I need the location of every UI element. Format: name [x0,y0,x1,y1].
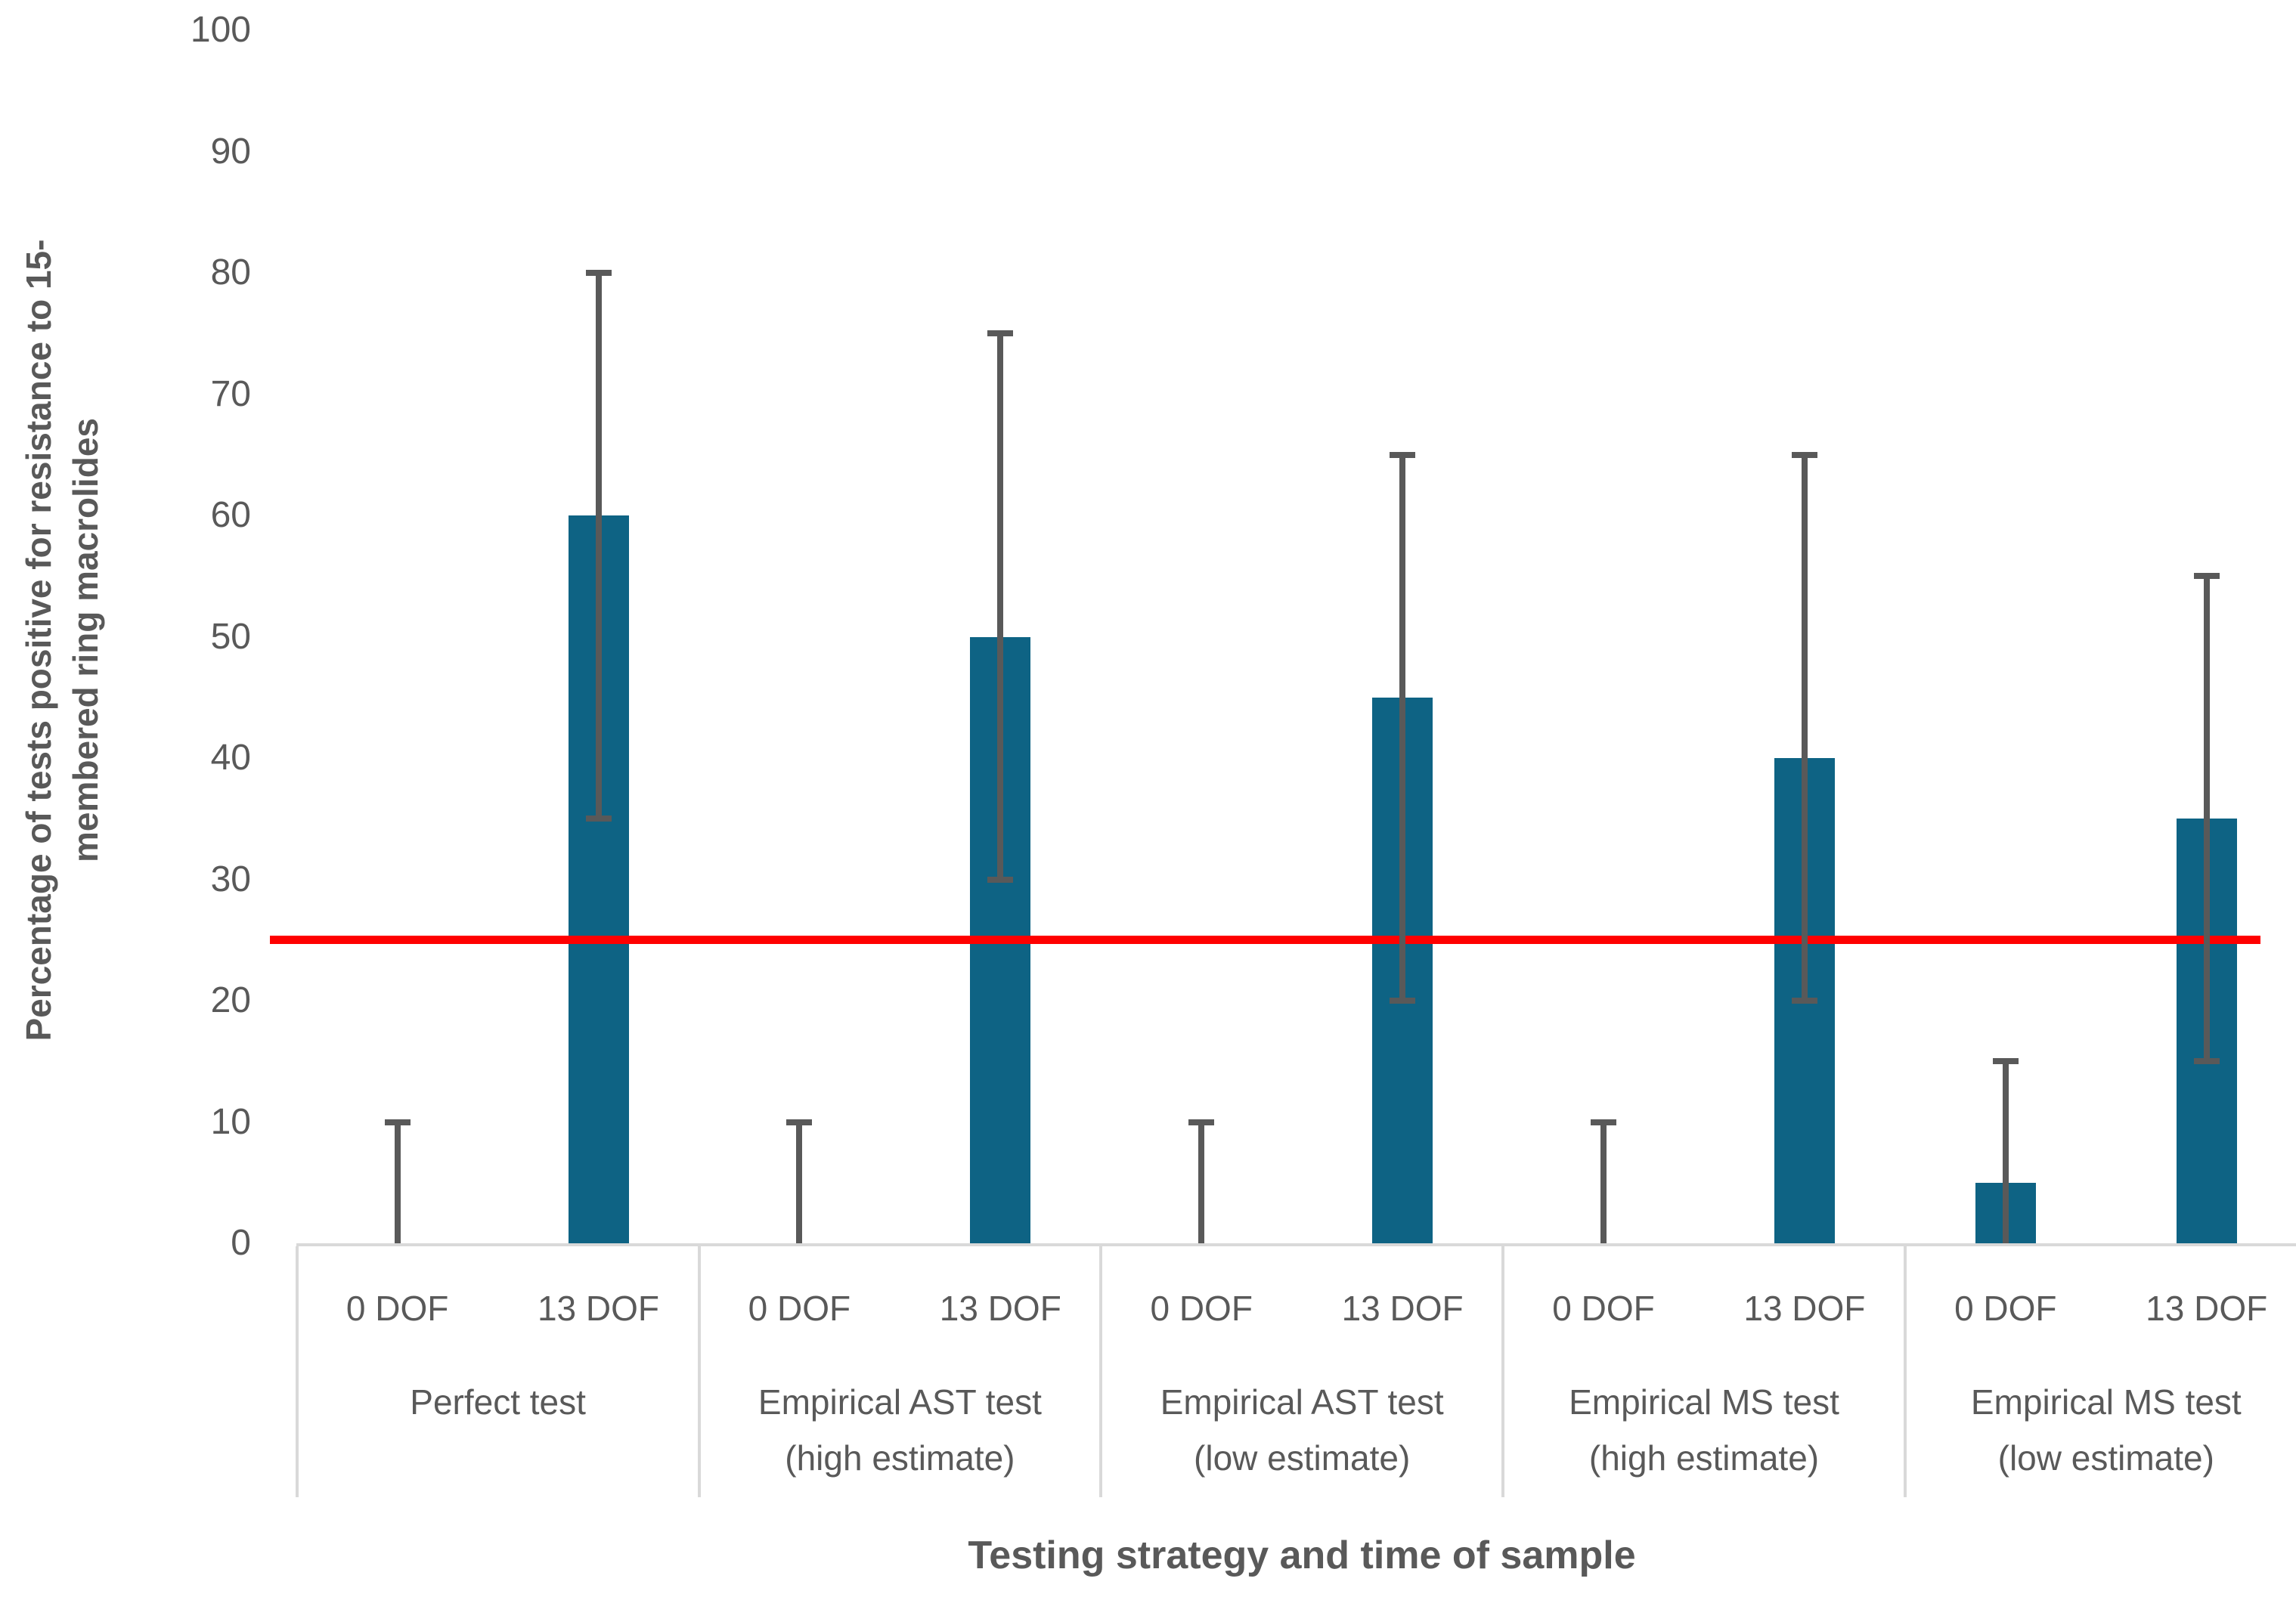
group-label-line2: (low estimate) [1194,1438,1411,1478]
x-tick-label-0-dof: 0 DOF [345,1289,449,1328]
group-label-line2: (high estimate) [1588,1438,1820,1478]
error-bar-line [1600,1122,1607,1243]
error-bar-bottom-cap [987,876,1014,883]
group-label-line1: Empirical AST test [1160,1382,1444,1422]
error-bar-top-cap [786,1119,813,1125]
group-divider [295,1246,299,1497]
y-tick-label-40: 40 [210,738,251,778]
y-tick-label-70: 70 [210,373,251,414]
error-bar-line [997,333,1004,880]
error-bar-top-cap [1791,451,1817,458]
group-divider [1501,1246,1505,1497]
error-bar-bottom-cap [2193,1058,2220,1065]
error-bar-top-cap [384,1119,411,1125]
x-tick-label-13-dof: 13 DOF [537,1289,660,1328]
y-tick-label-10: 10 [210,1101,251,1142]
error-bar-line [2203,576,2210,1062]
group-label-3: Empirical AST test (low estimate) [1101,1374,1503,1486]
error-bar-bottom-cap [1791,998,1817,1004]
group-label-5: Empirical MS test (low estimate) [1905,1374,2296,1486]
error-bar-top-cap [2193,573,2220,580]
y-tick-label-100: 100 [190,10,251,50]
error-bar-top-cap [1992,1058,2019,1065]
group-label-line1: Perfect test [410,1382,586,1422]
error-bar-line [595,273,602,819]
error-bar-line [394,1122,401,1243]
group-label-2: Empirical AST test (high estimate) [699,1374,1101,1486]
x-tick-label-13-dof: 13 DOF [939,1289,1061,1328]
y-tick-label-90: 90 [210,131,251,172]
group-divider [697,1246,701,1497]
group-label-line1: Empirical AST test [758,1382,1042,1422]
group-label-line1: Empirical MS test [1569,1382,1839,1422]
error-bar-line [796,1122,803,1243]
x-tick-label-0-dof: 0 DOF [748,1289,851,1328]
error-bar-top-cap [987,330,1014,337]
y-tick-label-0: 0 [231,1223,251,1263]
y-axis-title: Percentage of tests positive for resista… [15,73,109,1207]
error-bar-line [1801,454,1808,1001]
y-tick-label-30: 30 [210,859,251,899]
y-tick-label-20: 20 [210,980,251,1020]
error-bar-top-cap [1591,1119,1616,1125]
y-tick-label-60: 60 [210,495,251,535]
y-axis-title-line1: Percentage of tests positive for resista… [19,239,58,1041]
x-tick-label-13-dof: 13 DOF [1341,1289,1464,1328]
group-label-line1: Empirical MS test [1970,1382,2242,1422]
group-label-4: Empirical MS test (high estimate) [1503,1374,1905,1486]
y-tick-label-50: 50 [210,616,251,657]
x-tick-label-13-dof: 13 DOF [1743,1289,1866,1328]
error-bar-top-cap [585,270,612,276]
error-bar-bottom-cap [1390,998,1416,1004]
group-label-line2: (high estimate) [785,1438,1015,1478]
x-tick-label-13-dof: 13 DOF [2146,1289,2268,1328]
group-divider [1099,1246,1103,1497]
error-bar-top-cap [1188,1119,1215,1125]
error-bar-top-cap [1390,451,1416,458]
reference-line [270,936,2260,945]
x-tick-label-0-dof: 0 DOF [1552,1289,1655,1328]
error-bar-line [1198,1122,1205,1243]
x-axis-title: Testing strategy and time of sample [968,1534,1636,1577]
error-bar-line [1399,454,1406,1001]
group-divider [1903,1246,1907,1497]
error-bar-line [2002,1061,2009,1243]
y-axis-title-line2: membered ring macrolides [66,418,105,862]
group-label-line2: (low estimate) [1997,1438,2214,1478]
y-tick-label-80: 80 [210,252,251,292]
x-axis-band [296,1243,2296,1497]
x-tick-label-0-dof: 0 DOF [1150,1289,1253,1328]
error-bar-bottom-cap [585,816,612,822]
group-label-1: Perfect test [297,1374,699,1430]
x-tick-label-0-dof: 0 DOF [1954,1289,2057,1328]
